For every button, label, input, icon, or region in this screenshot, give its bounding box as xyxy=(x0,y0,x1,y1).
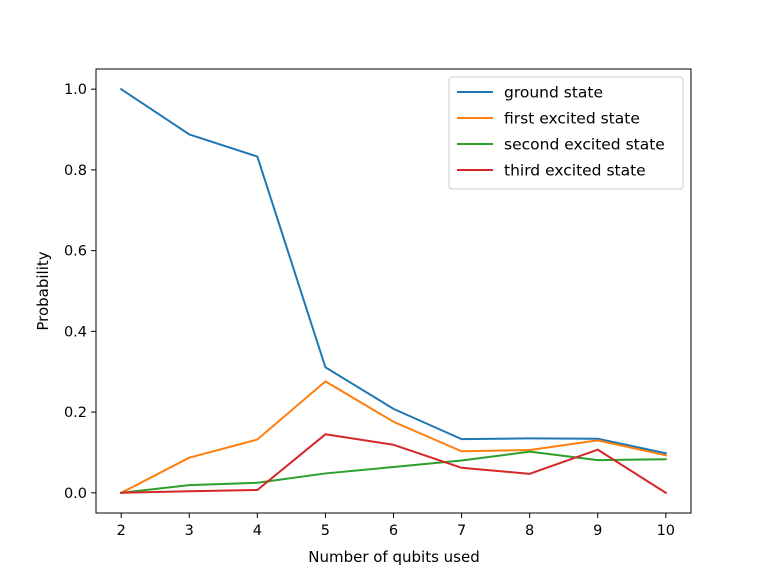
legend-label-2: second excited state xyxy=(504,136,665,154)
x-tick-label-3: 5 xyxy=(321,523,330,539)
legend-label-3: third excited state xyxy=(504,162,646,180)
x-tick-label-0: 2 xyxy=(117,523,126,539)
series-line-3 xyxy=(120,433,668,495)
legend: ground state first excited state second ex… xyxy=(448,76,684,190)
y-tick-label-4: 0.8 xyxy=(64,163,87,179)
x-tick-label-4: 6 xyxy=(389,523,398,539)
y-tick-label-3: 0.6 xyxy=(64,244,87,260)
x-tick-label-2: 4 xyxy=(253,523,262,539)
x-tick-label-6: 8 xyxy=(525,523,534,539)
x-tick-label-5: 7 xyxy=(457,523,466,539)
series-line-1 xyxy=(119,380,668,495)
x-axis-label: Number of qubits used xyxy=(308,548,480,566)
legend-label-1: first excited state xyxy=(504,110,640,128)
series-lines xyxy=(119,87,668,495)
axes: 2 3 4 5 6 7 8 9 10 0.0 0.2 0.4 0.6 0.8 1.0 xyxy=(64,68,692,539)
y-axis-label: Probability xyxy=(34,251,52,330)
y-tick-label-0: 0.0 xyxy=(64,486,87,502)
x-tick-label-7: 9 xyxy=(593,523,602,539)
x-tick-label-1: 3 xyxy=(185,523,194,539)
series-line-0 xyxy=(119,87,667,455)
y-tick-label-5: 1.0 xyxy=(64,82,87,98)
y-tick-label-2: 0.4 xyxy=(64,324,87,340)
x-tick-label-8: 10 xyxy=(657,523,675,539)
legend-box xyxy=(448,76,684,190)
legend-label-0: ground state xyxy=(504,84,603,102)
y-tick-label-1: 0.2 xyxy=(64,405,87,421)
